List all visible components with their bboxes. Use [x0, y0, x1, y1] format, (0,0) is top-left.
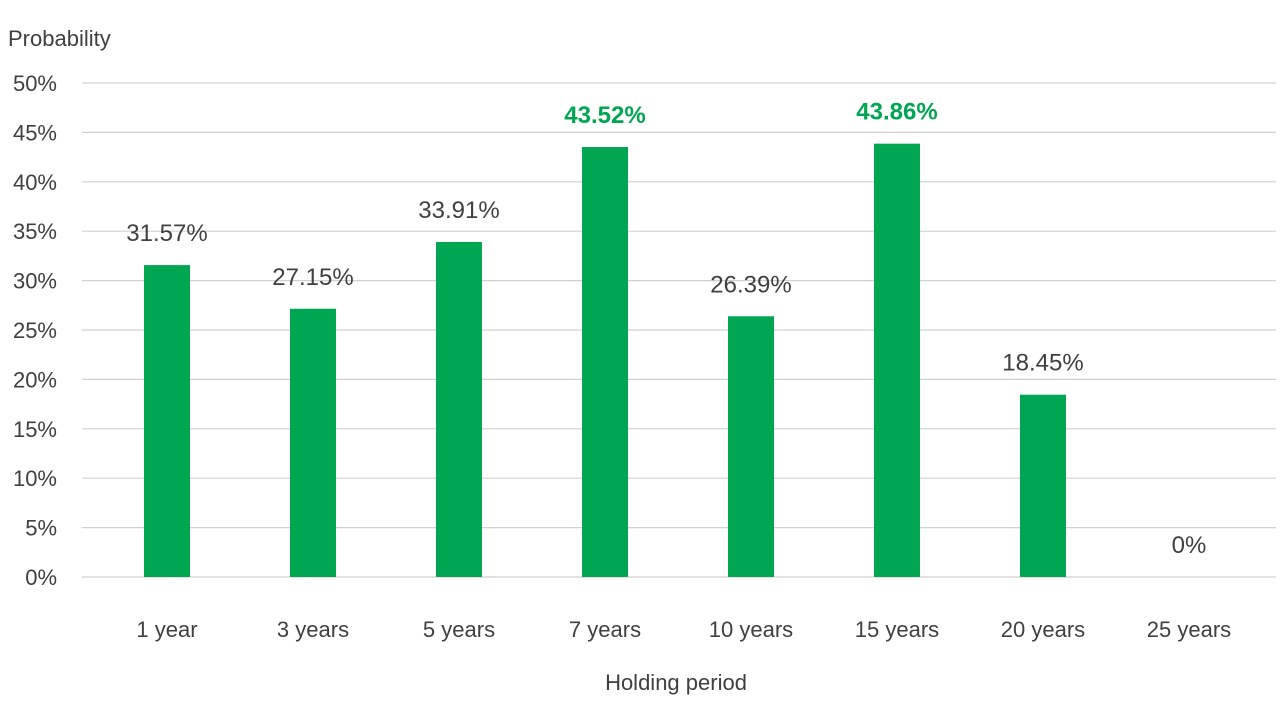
x-tick-label: 10 years: [709, 617, 793, 642]
y-axis-ticks: 0% 5% 10% 15% 20% 25% 30% 35% 40% 45% 50%: [13, 71, 57, 590]
y-tick-label: 0%: [25, 565, 57, 590]
bar: [436, 241, 482, 578]
data-label: 0%: [1172, 532, 1207, 559]
y-tick-label: 50%: [13, 71, 57, 96]
data-label: 31.57%: [126, 220, 207, 247]
y-tick-label: 15%: [13, 417, 57, 442]
x-tick-label: 1 year: [136, 617, 197, 642]
bar: [144, 265, 190, 577]
y-tick-label: 45%: [13, 120, 57, 145]
x-tick-label: 3 years: [277, 617, 349, 642]
bar: [1020, 394, 1066, 577]
y-tick-label: 30%: [13, 269, 57, 294]
x-tick-label: 5 years: [423, 617, 495, 642]
x-tick-label: 15 years: [855, 617, 939, 642]
y-tick-label: 5%: [25, 516, 57, 541]
bar: [728, 316, 774, 577]
y-tick-label: 10%: [13, 466, 57, 491]
bars: [144, 143, 1066, 578]
x-tick-label: 25 years: [1147, 617, 1231, 642]
y-axis-label: Probability: [8, 26, 111, 51]
data-labels: 31.57% 27.15% 33.91% 43.52% 26.39% 43.86% 18.4…: [126, 99, 1206, 559]
data-label: 43.86%: [856, 99, 937, 126]
y-tick-label: 20%: [13, 367, 57, 392]
x-tick-label: 20 years: [1001, 617, 1085, 642]
data-label: 18.45%: [1002, 350, 1083, 377]
y-tick-label: 25%: [13, 318, 57, 343]
bar: [874, 143, 920, 577]
bar: [290, 308, 336, 577]
bar: [582, 147, 628, 577]
gridlines: [82, 82, 1276, 578]
y-tick-label: 40%: [13, 170, 57, 195]
data-label: 27.15%: [272, 264, 353, 291]
x-axis-label: Holding period: [605, 670, 747, 695]
x-tick-label: 7 years: [569, 617, 641, 642]
x-axis-ticks: 1 year 3 years 5 years 7 years 10 years 15 ye…: [136, 617, 1231, 642]
data-label: 43.52%: [564, 102, 645, 129]
data-label: 33.91%: [418, 197, 499, 224]
data-label: 26.39%: [710, 271, 791, 298]
y-tick-label: 35%: [13, 219, 57, 244]
